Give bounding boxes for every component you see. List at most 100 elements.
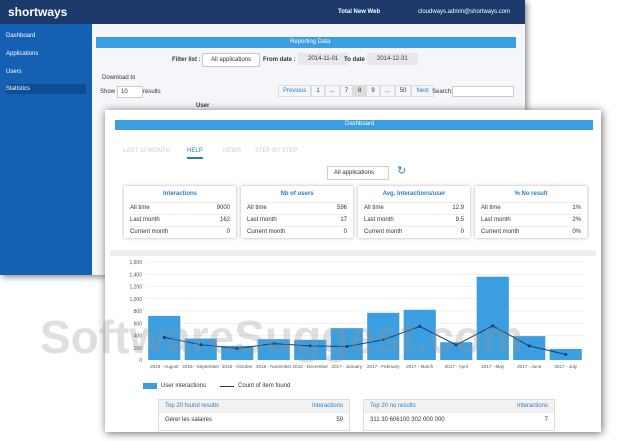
result-table: Top 20 no results Interactions 311 30 6061… (363, 399, 555, 431)
card-title: Nb of users (280, 191, 314, 197)
panel-title: Reporting Data (290, 39, 331, 45)
stat-card: Interactions All time 9000 Last month 162 Cur… (124, 186, 236, 238)
row-label: Current month (130, 229, 169, 235)
legend-swatch (143, 383, 157, 389)
row-label: All time (247, 205, 267, 211)
row-label: Last month (364, 217, 394, 223)
row-label: Last month (247, 217, 277, 223)
line-point (381, 338, 385, 342)
row-value: 0 (460, 229, 464, 235)
cell: Gérer les salaires (165, 417, 213, 423)
page-link[interactable]: ... (379, 85, 395, 97)
to-date[interactable]: 2014-12-31 (367, 53, 418, 65)
bar (294, 339, 327, 360)
bar (184, 338, 217, 360)
search-input[interactable] (452, 86, 514, 97)
table-col: Interactions (516, 403, 548, 409)
line-point (564, 352, 568, 356)
page-link[interactable]: ... (324, 85, 340, 97)
table-col: Interactions (311, 403, 343, 409)
search-label: Search: (432, 89, 453, 95)
row-label: Current month (481, 229, 520, 235)
nav-item[interactable]: Statistics (6, 84, 86, 94)
row-value: 9000 (216, 205, 230, 211)
nav-item[interactable]: Applications (6, 51, 39, 57)
dashboard-header (115, 120, 593, 130)
filter-label: Filter list : (172, 57, 201, 63)
table-row: Gérer les salaires 59 (159, 412, 349, 427)
row-value: 12.9 (452, 205, 464, 211)
row-value: 596 (336, 205, 347, 211)
panel-header (96, 37, 516, 48)
card-title: % No result (514, 191, 548, 197)
row-value: 17 (340, 217, 347, 223)
page-link[interactable]: 1 (311, 85, 325, 97)
column-header: User (196, 103, 210, 109)
to-label: To date : (344, 57, 369, 63)
site-link[interactable]: Total New Web (338, 9, 381, 15)
page-link[interactable]: 9 (366, 85, 380, 97)
app-select[interactable]: All applications (202, 53, 261, 67)
card-title: Avg. Interactions/user (382, 191, 446, 197)
app-select[interactable]: All applications (327, 166, 390, 180)
card-row: Last month 9.5 (364, 214, 464, 223)
row-value: 162 (219, 217, 230, 223)
tab[interactable]: NEWS (223, 148, 241, 154)
row-value: 0% (572, 229, 581, 235)
tab[interactable]: LAST 12 MONTH (123, 148, 170, 154)
table-title: Top 20 found results (165, 403, 220, 409)
page-link[interactable]: Previous (278, 85, 312, 97)
show-select[interactable]: 10 (117, 86, 143, 98)
card-row: Current month 0% (481, 226, 581, 235)
card-title: Interactions (162, 191, 197, 197)
line-point (162, 335, 166, 339)
page-link[interactable]: 50 (394, 85, 412, 97)
line-point (235, 346, 239, 350)
row-value: 2% (572, 217, 581, 223)
x-tick-label: 2017 - January (331, 364, 362, 369)
card-row: Last month 17 (247, 214, 347, 223)
x-tick-label: 2017 - June (517, 364, 542, 369)
watermark: SoftwareSuggest.com (40, 311, 524, 363)
tab-active[interactable]: HELP (187, 148, 203, 159)
nav-item[interactable]: Users (6, 69, 22, 75)
row-value: 9.5 (455, 217, 464, 223)
dashboard-title: Dashboard (345, 121, 375, 127)
line (164, 325, 566, 355)
stat-card: Avg. Interactions/user All time 12.9 Last m… (358, 186, 470, 238)
y-tick-label: 0 (139, 358, 142, 364)
tab[interactable]: STEP BY STEP (255, 148, 298, 154)
stat-card: % No result All time 1% Last month 2% Current… (475, 186, 587, 238)
logo: shortways (8, 5, 68, 19)
x-tick-label: 2016 - August (150, 364, 179, 369)
refresh-icon[interactable]: ↻ (397, 165, 407, 177)
card-row: All time 9000 (130, 202, 230, 211)
page-link[interactable]: Next (411, 85, 434, 97)
legend: User interactions Count of item found (143, 383, 290, 389)
row-label: Current month (364, 229, 403, 235)
bar (221, 345, 254, 360)
row-value: 1% (572, 205, 581, 211)
card-row: Last month 162 (130, 214, 230, 223)
from-date[interactable]: 2014-11-01 (298, 53, 349, 65)
page-link[interactable]: 8 (353, 85, 367, 97)
from-label: From date : (263, 57, 296, 63)
line-point (454, 343, 458, 347)
table-row: 311 30 606100 302 000 000 7 (364, 412, 554, 427)
chart: 0 200 400 600 800 1,000 1,200 1,400 1,600 2016 - … (129, 260, 584, 369)
user-menu[interactable]: cloudways.admin@shortways.com (418, 9, 511, 15)
pagination: Previous 1 ... 7 8 9 ... 50 Next (278, 85, 434, 97)
line-point (418, 324, 422, 328)
topbar (0, 0, 525, 24)
results-label: results (143, 89, 161, 95)
bar (367, 312, 400, 360)
row-label: All time (481, 205, 501, 211)
y-tick-label: 200 (134, 346, 143, 352)
nav-item[interactable]: Dashboard (6, 33, 36, 39)
page-link[interactable]: 7 (339, 85, 354, 97)
y-tick-label: 1,000 (129, 297, 142, 303)
line-point (491, 324, 495, 328)
card-row: All time 596 (247, 202, 347, 211)
line-point (527, 344, 531, 348)
